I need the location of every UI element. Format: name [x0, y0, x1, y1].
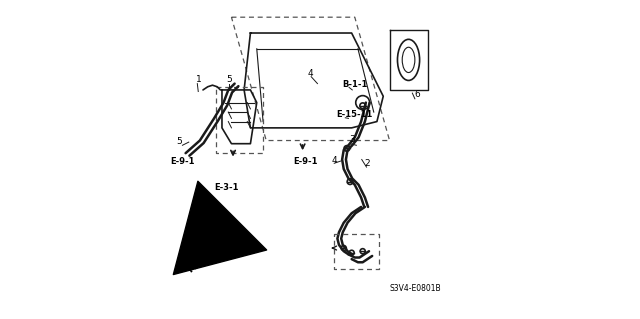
Text: 5: 5	[227, 75, 232, 84]
Text: 5: 5	[176, 137, 182, 146]
Text: 4: 4	[307, 69, 313, 78]
Text: 2: 2	[364, 159, 370, 168]
Text: S3V4-E0801B: S3V4-E0801B	[390, 284, 441, 293]
Text: 3: 3	[349, 135, 355, 144]
Text: E-3-1: E-3-1	[214, 182, 239, 191]
Text: B-1-1: B-1-1	[342, 80, 367, 89]
Text: 1: 1	[196, 75, 202, 84]
Text: E-9-1: E-9-1	[293, 157, 317, 166]
Text: 6: 6	[414, 90, 420, 99]
Text: E-15-11: E-15-11	[337, 110, 373, 119]
Text: E-9-1: E-9-1	[170, 157, 195, 166]
Text: FR.: FR.	[186, 256, 206, 275]
Text: 4: 4	[331, 156, 337, 165]
